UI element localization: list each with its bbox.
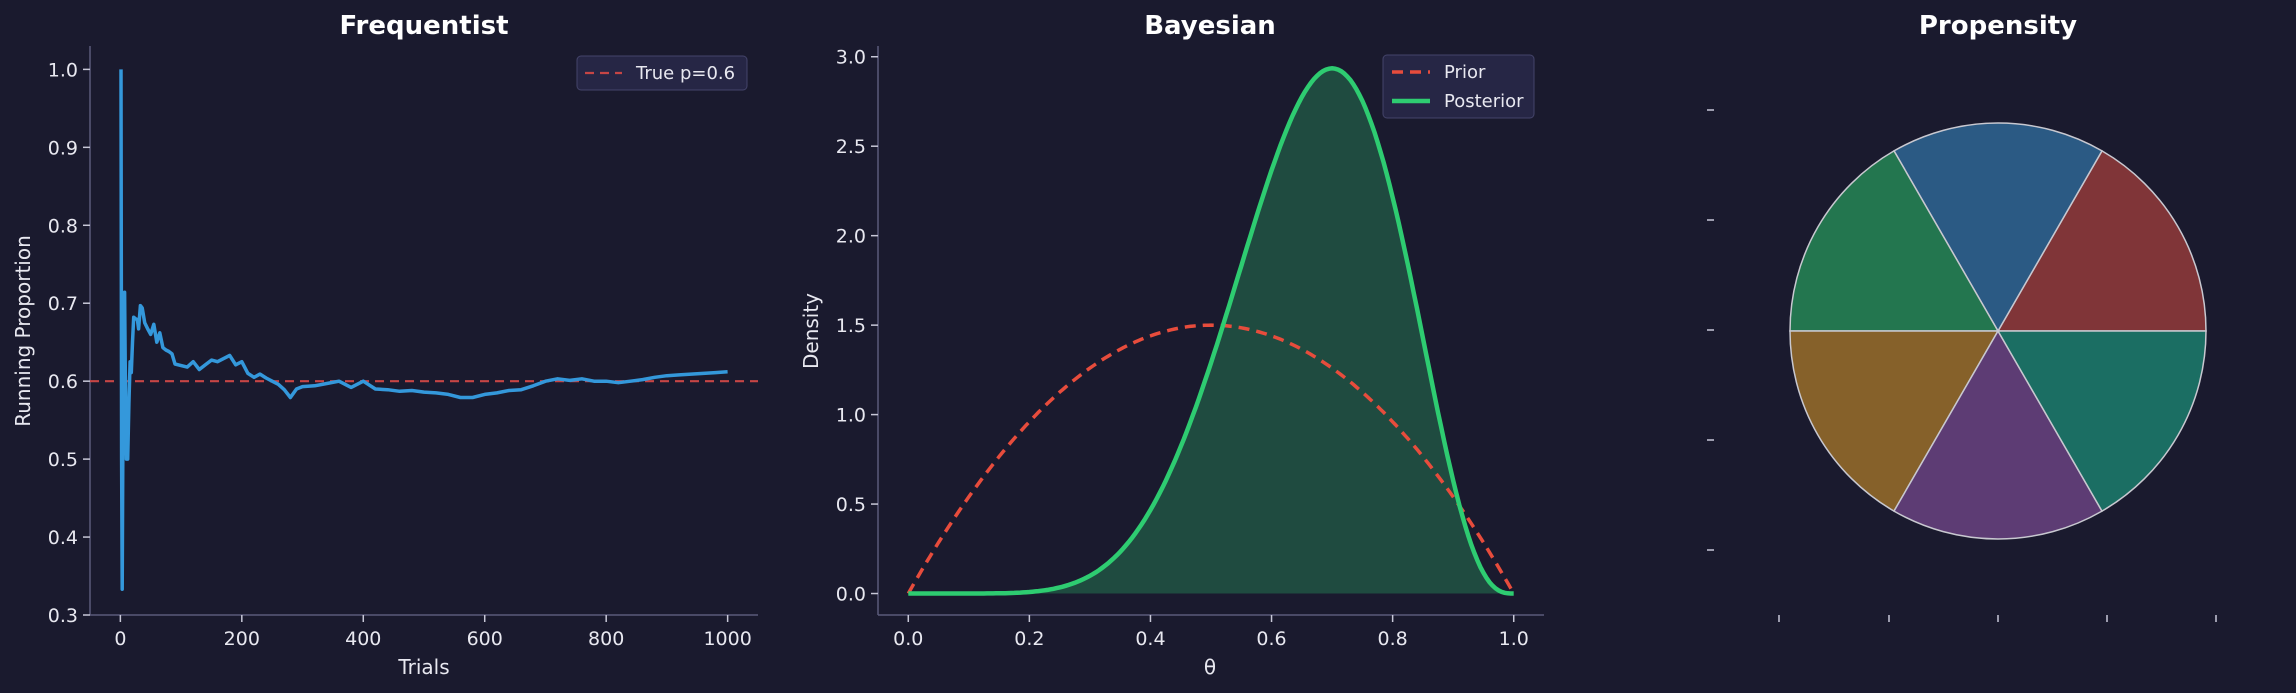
bayesian-xtick-label: 0.2: [1014, 628, 1044, 650]
bayesian-xtick-label: 1.0: [1499, 628, 1529, 650]
bayesian-ytick-label: 1.0: [836, 405, 866, 427]
pie-slice: [1789, 330, 2000, 513]
posterior-area: [908, 68, 1514, 594]
bayesian-xtick-label: 0.8: [1378, 628, 1408, 650]
frequentist-ytick-label: 0.8: [48, 215, 78, 237]
prior-curve: [906, 323, 1516, 595]
frequentist-xtick-label: 1000: [703, 628, 751, 650]
propensity-pie: [1789, 122, 2207, 540]
bayesian-title: Bayesian: [1144, 11, 1276, 41]
bayesian-xtick-label: 0.6: [1256, 628, 1286, 650]
propensity-title: Propensity: [1919, 11, 2077, 41]
frequentist-ytick-label: 0.9: [48, 137, 78, 159]
pie-slice: [1996, 330, 2207, 513]
frequentist-xlabel: Trials: [397, 655, 449, 679]
frequentist-ticks: 0 200 400 600 800 1000 0.3 0.4 0.5 0.6 0.7 0.8 0.9 1.…: [48, 59, 752, 650]
posterior-curve: [908, 66, 1514, 596]
frequentist-ytick-label: 0.3: [48, 605, 78, 627]
frequentist-xtick-label: 0: [114, 628, 126, 650]
bayesian-legend: Prior Posterior: [1382, 54, 1535, 119]
frequentist-xtick-label: 200: [224, 628, 260, 650]
frequentist-panel: Frequentist Trials Running Proportion 0 2…: [11, 11, 758, 679]
frequentist-ytick-label: 0.7: [48, 293, 78, 315]
frequentist-xtick-label: 800: [588, 628, 624, 650]
legend-posterior-label: Posterior: [1444, 91, 1524, 112]
bayesian-ytick-label: 0.5: [836, 494, 866, 516]
frequentist-title: Frequentist: [339, 11, 508, 41]
bayesian-ytick-label: 2.0: [836, 226, 866, 248]
propensity-panel: Propensity: [1707, 11, 2217, 622]
legend-prior-label: Prior: [1444, 62, 1486, 83]
bayesian-ticks: 0.0 0.2 0.4 0.6 0.8 1.0 0.0 0.5 1.0 1.5 2.0 2.5 3.0: [836, 47, 1529, 650]
bayesian-xtick-label: 0.0: [893, 628, 923, 650]
bayesian-ylabel: Density: [799, 293, 823, 369]
running-proportion-line: [119, 69, 728, 592]
frequentist-ylabel: Running Proportion: [11, 235, 35, 427]
frequentist-xtick-label: 400: [345, 628, 381, 650]
bayesian-xlabel: θ: [1204, 655, 1216, 679]
bayesian-ytick-label: 3.0: [836, 47, 866, 69]
frequentist-ytick-label: 0.5: [48, 449, 78, 471]
pie-slice: [1996, 149, 2207, 332]
frequentist-xtick-label: 600: [467, 628, 503, 650]
frequentist-ytick-label: 0.4: [48, 527, 78, 549]
pie-slice: [1892, 329, 2104, 540]
bayesian-ytick-label: 0.0: [836, 584, 866, 606]
bayesian-xtick-label: 0.4: [1135, 628, 1165, 650]
bayesian-ytick-label: 2.5: [836, 136, 866, 158]
frequentist-ytick-label: 1.0: [48, 59, 78, 81]
pie-slice: [1892, 122, 2104, 333]
frequentist-legend-box: [576, 55, 748, 91]
frequentist-ytick-label: 0.6: [48, 371, 78, 393]
propensity-ticks: [1707, 109, 2217, 622]
bayesian-ytick-label: 1.5: [836, 315, 866, 337]
bayesian-panel: Bayesian θ Density 0.0 0.2 0.4 0.6 0.8 1.00.0…: [799, 11, 1544, 679]
frequentist-legend: True p=0.6: [576, 55, 748, 91]
pie-slice: [1789, 149, 2000, 332]
legend-true-p-label: True p=0.6: [635, 63, 735, 84]
